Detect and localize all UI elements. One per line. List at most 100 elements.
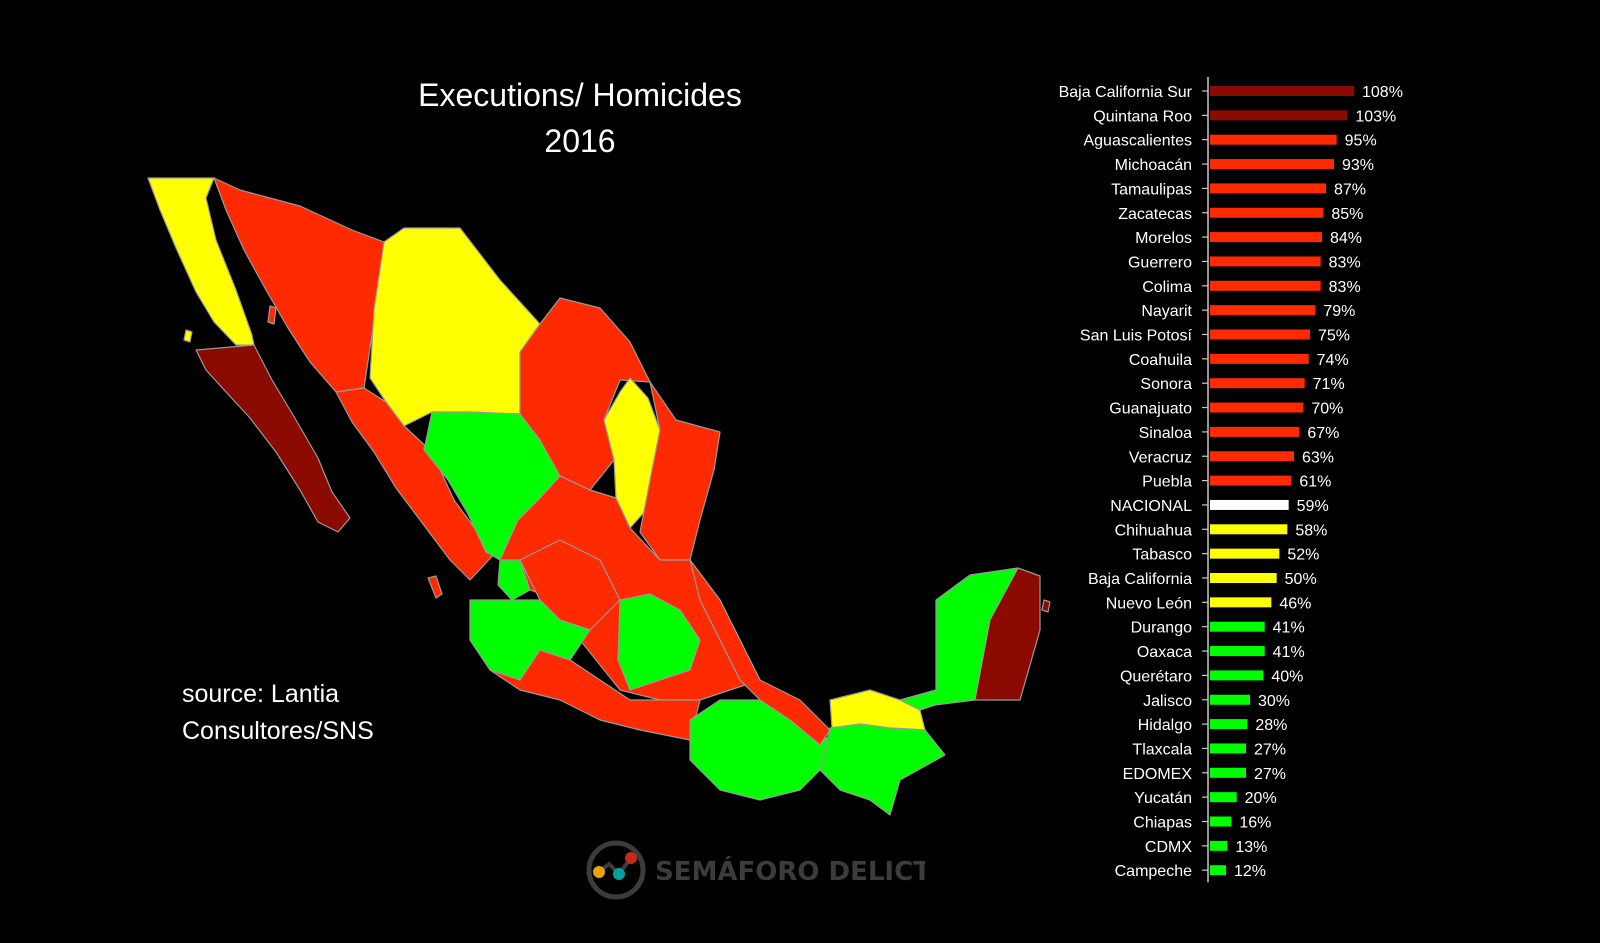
value-label: 46%: [1279, 595, 1311, 612]
bar: [1210, 232, 1322, 243]
bar: [1210, 402, 1304, 413]
logo-text: SEMÁFORO DELICTIVO: [655, 855, 925, 887]
map-region-nayarit-coast: [497, 559, 531, 601]
category-label: Durango: [1131, 620, 1192, 637]
value-label: 75%: [1318, 328, 1350, 345]
bar: [1210, 305, 1316, 316]
category-label: Tabasco: [1132, 547, 1192, 564]
bar: [1210, 159, 1334, 170]
mexico-map: [147, 177, 1051, 816]
bar: [1210, 451, 1294, 462]
category-label: Morelos: [1135, 230, 1192, 247]
value-label: 70%: [1311, 401, 1343, 418]
value-label: 30%: [1258, 693, 1290, 710]
value-label: 87%: [1334, 181, 1366, 198]
source-note-line2: Consultores/SNS: [182, 717, 374, 745]
category-label: CDMX: [1145, 839, 1192, 856]
value-label: 28%: [1255, 717, 1287, 734]
category-label: Hidalgo: [1138, 717, 1192, 734]
value-label: 13%: [1235, 839, 1267, 856]
bar: [1210, 767, 1246, 778]
bar: [1210, 256, 1321, 267]
category-label: Nuevo León: [1106, 595, 1192, 612]
value-label: 108%: [1362, 84, 1403, 101]
category-label: Zacatecas: [1118, 206, 1192, 223]
value-label: 85%: [1331, 206, 1363, 223]
category-label: Sinaloa: [1139, 425, 1192, 442]
bar: [1210, 378, 1305, 389]
bar: [1210, 840, 1228, 851]
category-label: Campeche: [1115, 863, 1192, 880]
bar: [1210, 110, 1348, 121]
value-label: 40%: [1271, 668, 1303, 685]
category-label: Puebla: [1142, 474, 1192, 491]
bar: [1210, 792, 1237, 803]
value-label: 50%: [1285, 571, 1317, 588]
value-label: 16%: [1239, 815, 1271, 832]
map-region-island: [267, 305, 277, 325]
map-region-island: [1041, 599, 1051, 613]
bar: [1210, 743, 1246, 754]
bar: [1210, 646, 1265, 657]
category-label: Chiapas: [1133, 815, 1192, 832]
map-region-central-green: [617, 593, 701, 691]
value-label: 79%: [1323, 303, 1355, 320]
map-region-michoacan-guerrero: [489, 649, 701, 741]
category-label: Querétaro: [1120, 668, 1192, 685]
category-label: Guerrero: [1128, 254, 1192, 271]
bar: [1210, 621, 1265, 632]
value-label: 103%: [1355, 108, 1396, 125]
value-label: 58%: [1295, 522, 1327, 539]
source-note-line1: source: Lantia: [182, 680, 340, 708]
value-label: 74%: [1317, 352, 1349, 369]
value-label: 83%: [1329, 254, 1361, 271]
value-label: 61%: [1299, 474, 1331, 491]
value-label: 27%: [1254, 741, 1286, 758]
map-region-quintana-roo: [974, 567, 1041, 701]
map-region-baja-california-sur: [195, 344, 351, 533]
map-region-island: [183, 329, 193, 343]
value-label: 71%: [1313, 376, 1345, 393]
value-label: 95%: [1345, 133, 1377, 150]
map-region-island: [427, 575, 443, 599]
category-label: Baja California Sur: [1059, 84, 1193, 101]
category-label: Colima: [1142, 279, 1192, 296]
chart-title: Executions/ Homicides 2016: [330, 72, 830, 164]
map-region-chiapas: [819, 723, 946, 816]
category-label: Tamaulipas: [1111, 181, 1192, 198]
value-label: 52%: [1287, 547, 1319, 564]
category-label: Michoacán: [1115, 157, 1192, 174]
bar: [1210, 280, 1321, 291]
category-label: Quintana Roo: [1093, 108, 1192, 125]
value-label: 59%: [1297, 498, 1329, 515]
chart-title-line1: Executions/ Homicides: [418, 77, 742, 113]
map-region-veracruz: [689, 559, 831, 746]
bar: [1210, 816, 1232, 827]
value-label: 83%: [1329, 279, 1361, 296]
bar: [1210, 597, 1272, 608]
source-note: source: Lantia Consultores/SNS: [182, 676, 374, 750]
category-label: Coahuila: [1129, 352, 1192, 369]
value-label: 20%: [1245, 790, 1277, 807]
category-label: Oaxaca: [1137, 644, 1192, 661]
bar: [1210, 865, 1226, 876]
logo-graphic: SEMÁFORO DELICTIVO: [586, 840, 982, 900]
category-label: Aguascalientes: [1083, 133, 1192, 150]
bar: [1210, 207, 1324, 218]
category-label: Yucatán: [1134, 790, 1192, 807]
bar: [1210, 573, 1277, 583]
value-label: 67%: [1307, 425, 1339, 442]
value-label: 41%: [1273, 620, 1305, 637]
bar: [1210, 719, 1248, 730]
category-label: Tlaxcala: [1132, 741, 1192, 758]
bar: [1210, 475, 1292, 486]
bar: [1210, 426, 1300, 437]
category-label: Guanajuato: [1109, 401, 1192, 418]
category-label: San Luis Potosí: [1080, 328, 1193, 345]
bar: [1210, 134, 1337, 145]
bar: [1210, 670, 1264, 681]
chart-title-line2: 2016: [544, 123, 616, 159]
category-label: Sonora: [1140, 376, 1192, 393]
bar: [1210, 353, 1309, 364]
